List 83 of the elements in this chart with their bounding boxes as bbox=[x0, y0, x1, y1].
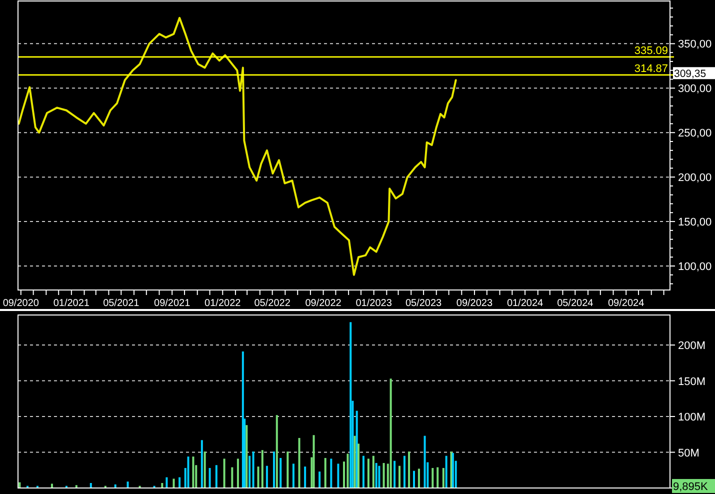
bar bbox=[390, 378, 392, 488]
x-tick-label: 09/2022 bbox=[305, 298, 342, 309]
x-tick-label: 01/2022 bbox=[204, 298, 242, 309]
y-tick-label: 150,00 bbox=[678, 216, 712, 229]
line-series bbox=[18, 16, 457, 276]
bar bbox=[408, 452, 410, 488]
bar bbox=[403, 456, 406, 488]
bar bbox=[312, 435, 315, 488]
bar bbox=[418, 468, 420, 488]
y-tick-label: 250,00 bbox=[678, 128, 712, 140]
x-tick-label: 09/2023 bbox=[456, 298, 493, 309]
x-tick-label: 09/2020 bbox=[2, 298, 40, 309]
bar bbox=[442, 468, 444, 488]
bar bbox=[398, 466, 401, 488]
y-tick-label: 100M bbox=[678, 412, 706, 424]
y-tick-label: 100,00 bbox=[678, 260, 712, 273]
bar bbox=[200, 440, 203, 488]
x-tick-label: 05/2021 bbox=[103, 298, 140, 309]
bar bbox=[236, 458, 239, 488]
bar bbox=[445, 456, 448, 488]
ref-line-label: 335.09 bbox=[634, 44, 668, 57]
text: 9,895K bbox=[673, 481, 709, 493]
bar bbox=[215, 465, 218, 488]
x-tick-label: 01/2023 bbox=[356, 298, 392, 309]
bar bbox=[208, 468, 211, 488]
bar bbox=[50, 484, 53, 488]
bar bbox=[272, 452, 275, 488]
bar bbox=[318, 472, 321, 488]
bar bbox=[192, 456, 194, 488]
ref-line-label: 314.87 bbox=[634, 62, 668, 75]
y-tick-label: 150M bbox=[678, 376, 706, 388]
bar bbox=[172, 478, 175, 488]
bar bbox=[161, 482, 164, 488]
text: 309,35 bbox=[674, 68, 706, 80]
bar bbox=[187, 456, 190, 488]
bar bbox=[166, 477, 168, 488]
bar bbox=[276, 415, 278, 488]
x-tick-label: 09/2024 bbox=[608, 298, 645, 309]
y-tick-label: 350,00 bbox=[678, 38, 712, 51]
bar bbox=[252, 452, 254, 488]
x-tick-label: 05/2024 bbox=[557, 298, 594, 309]
bar bbox=[367, 458, 370, 488]
bar bbox=[424, 436, 426, 488]
bar bbox=[231, 467, 234, 488]
bar bbox=[375, 462, 378, 488]
bar bbox=[350, 322, 352, 488]
bar bbox=[248, 456, 251, 488]
bar bbox=[354, 436, 356, 488]
bar bbox=[246, 425, 248, 488]
bar bbox=[261, 450, 264, 488]
y-tick-label: 200M bbox=[678, 340, 706, 352]
x-tick-label: 05/2023 bbox=[405, 298, 442, 309]
bar bbox=[346, 454, 349, 488]
bar bbox=[126, 482, 129, 488]
bar bbox=[223, 458, 226, 488]
bar bbox=[330, 458, 332, 488]
bar bbox=[280, 458, 282, 488]
x-tick-label: 09/2021 bbox=[154, 298, 191, 309]
x-tick-label: 01/2021 bbox=[53, 298, 90, 309]
bar bbox=[436, 467, 439, 488]
bar bbox=[432, 468, 434, 488]
bar bbox=[394, 460, 396, 488]
bar bbox=[257, 466, 260, 488]
bar bbox=[298, 438, 300, 488]
bar bbox=[178, 477, 181, 488]
bar bbox=[378, 466, 380, 488]
bar bbox=[90, 482, 92, 488]
bar bbox=[324, 458, 326, 488]
y-tick-label: 50M bbox=[678, 447, 700, 460]
bar bbox=[372, 456, 374, 488]
bar bbox=[292, 464, 294, 488]
x-tick-label: 01/2024 bbox=[506, 298, 544, 309]
bar bbox=[304, 466, 306, 488]
bar bbox=[204, 452, 206, 488]
bar bbox=[413, 470, 416, 488]
bar bbox=[286, 452, 289, 488]
bar bbox=[362, 456, 364, 488]
bar bbox=[382, 462, 385, 488]
x-tick-label: 05/2022 bbox=[254, 298, 291, 309]
y-tick-label: 300,00 bbox=[678, 83, 712, 96]
y-tick-label: 200,00 bbox=[678, 172, 712, 184]
bar bbox=[337, 464, 340, 488]
bar bbox=[266, 466, 268, 488]
